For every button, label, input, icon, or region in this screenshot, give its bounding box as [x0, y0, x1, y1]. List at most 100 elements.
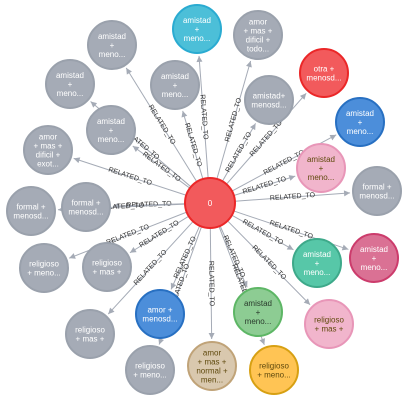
edge-arrowhead	[246, 60, 252, 68]
node-label: otra + menosd...	[306, 65, 341, 83]
edge-line	[125, 67, 198, 183]
edge-line	[231, 214, 294, 251]
node-circle	[65, 309, 115, 359]
edge-line	[209, 227, 213, 340]
edge-arrowhead	[259, 338, 265, 345]
edge-arrowhead	[303, 298, 311, 305]
relationship-edge[interactable]: RELATED_TO	[196, 55, 209, 179]
graph-node[interactable]: amistad + meno...	[335, 97, 385, 147]
edge-arrowhead	[286, 244, 294, 250]
graph-node[interactable]: amistad + meno...	[233, 287, 283, 337]
edge-line	[221, 123, 257, 182]
node-circle	[233, 287, 283, 337]
edge-line	[226, 92, 307, 185]
center-node-circle	[184, 177, 236, 229]
graph-node[interactable]: formal + menosd...	[6, 186, 56, 236]
node-circle	[86, 105, 136, 155]
node-label: formal + menosd...	[13, 203, 48, 221]
edge-line	[182, 110, 204, 180]
graph-node[interactable]: amor + mas + dificil + exot...	[23, 125, 73, 175]
edge-line	[73, 157, 187, 196]
node-circle	[125, 345, 175, 395]
node-circle	[304, 299, 354, 349]
node-label: amor + menosd...	[142, 306, 177, 324]
node-label: amistad + meno...	[346, 109, 374, 136]
node-label: amor + mas + dificil + todo...	[244, 18, 273, 54]
edge-label: RELATED_TO	[107, 166, 153, 187]
edge-arrowhead	[170, 282, 177, 290]
edge-label: RELATED_TO	[183, 122, 203, 168]
node-label: religioso + meno...	[257, 362, 291, 380]
edge-label: RELATED_TO	[250, 244, 287, 282]
node-circle	[352, 166, 402, 216]
graph-node[interactable]: amistad + meno...	[296, 143, 346, 193]
node-circle	[23, 125, 73, 175]
edge-line	[219, 225, 248, 288]
graph-node[interactable]: amistad + meno...	[349, 233, 399, 283]
node-circle	[172, 4, 222, 54]
node-label: religioso + mas +	[314, 316, 344, 334]
edge-line	[129, 215, 190, 254]
edge-arrowhead	[158, 337, 164, 345]
edge-label: RELATED_TO	[126, 201, 172, 209]
graph-node[interactable]: religioso + mas +	[65, 309, 115, 359]
node-circle	[187, 341, 237, 391]
node-label: formal + menosd...	[68, 199, 103, 217]
edge-arrowhead	[288, 175, 296, 181]
node-circle	[19, 243, 69, 293]
center-node[interactable]: 0	[184, 177, 236, 229]
edge-label: RELATED_TO	[133, 248, 169, 287]
node-label: religioso + meno...	[27, 260, 61, 278]
node-label: amistad + meno...	[161, 72, 189, 99]
graph-node[interactable]: otra + menosd...	[299, 48, 349, 98]
node-circle	[61, 182, 111, 232]
graph-node[interactable]: religioso + meno...	[125, 345, 175, 395]
node-circle	[233, 10, 283, 60]
graph-node[interactable]: formal + menosd...	[61, 182, 111, 232]
node-label: amistad + meno...	[56, 71, 84, 98]
edge-arrowhead	[208, 332, 215, 340]
node-circle	[135, 289, 185, 339]
node-circle	[87, 20, 137, 70]
edge-arrowhead	[129, 247, 137, 253]
node-circle	[296, 143, 346, 193]
node-circle	[244, 75, 294, 125]
graph-node[interactable]: amor + menosd...	[135, 289, 185, 339]
node-label: amistad + meno...	[244, 299, 272, 326]
graph-node[interactable]: religioso + mas +	[304, 299, 354, 349]
node-label: amor + mas + normal + men...	[196, 349, 228, 385]
node-label: amistad + meno...	[183, 16, 211, 43]
edge-arrowhead	[132, 146, 140, 152]
edge-arrowhead	[108, 307, 115, 315]
relationship-edge[interactable]: RELATED_TO	[181, 110, 204, 180]
edge-line	[227, 220, 311, 306]
graph-node[interactable]: amor + mas + dificil + todo...	[233, 10, 283, 60]
node-label: amistad + meno...	[303, 250, 331, 277]
graph-node[interactable]: religioso + meno...	[19, 243, 69, 293]
graph-node[interactable]: amistad + meno...	[292, 238, 342, 288]
edge-arrowhead	[126, 67, 132, 75]
graph-node[interactable]: formal + menosd...	[352, 166, 402, 216]
graph-node[interactable]: amistad + meno...	[172, 4, 222, 54]
graph-node[interactable]: religioso + meno...	[249, 345, 299, 395]
graph-node[interactable]: religioso + mas +	[82, 242, 132, 292]
graph-node[interactable]: amistad + meno...	[86, 105, 136, 155]
graph-node[interactable]: amistad+ menosd...	[244, 75, 294, 125]
edge-line	[233, 175, 296, 196]
edge-label: RELATED_TO	[224, 97, 243, 143]
edge-arrowhead	[69, 253, 76, 259]
edge-label: RELATED_TO	[270, 192, 316, 202]
edge-line	[132, 145, 191, 189]
relationship-edge[interactable]: RELATED_TO	[234, 190, 351, 202]
graph-node[interactable]: amistad + meno...	[45, 59, 95, 109]
edge-arrowhead	[181, 110, 188, 118]
relationship-edge[interactable]: RELATED_TO	[207, 227, 215, 340]
node-circle	[45, 59, 95, 109]
node-label: amistad + meno...	[307, 155, 335, 182]
center-node-label: 0	[208, 199, 213, 208]
graph-node[interactable]: amor + mas + normal + men...	[187, 341, 237, 391]
graph-node[interactable]: amistad + meno...	[87, 20, 137, 70]
edge-line	[198, 55, 209, 179]
graph-node[interactable]: amistad + meno...	[150, 60, 200, 110]
